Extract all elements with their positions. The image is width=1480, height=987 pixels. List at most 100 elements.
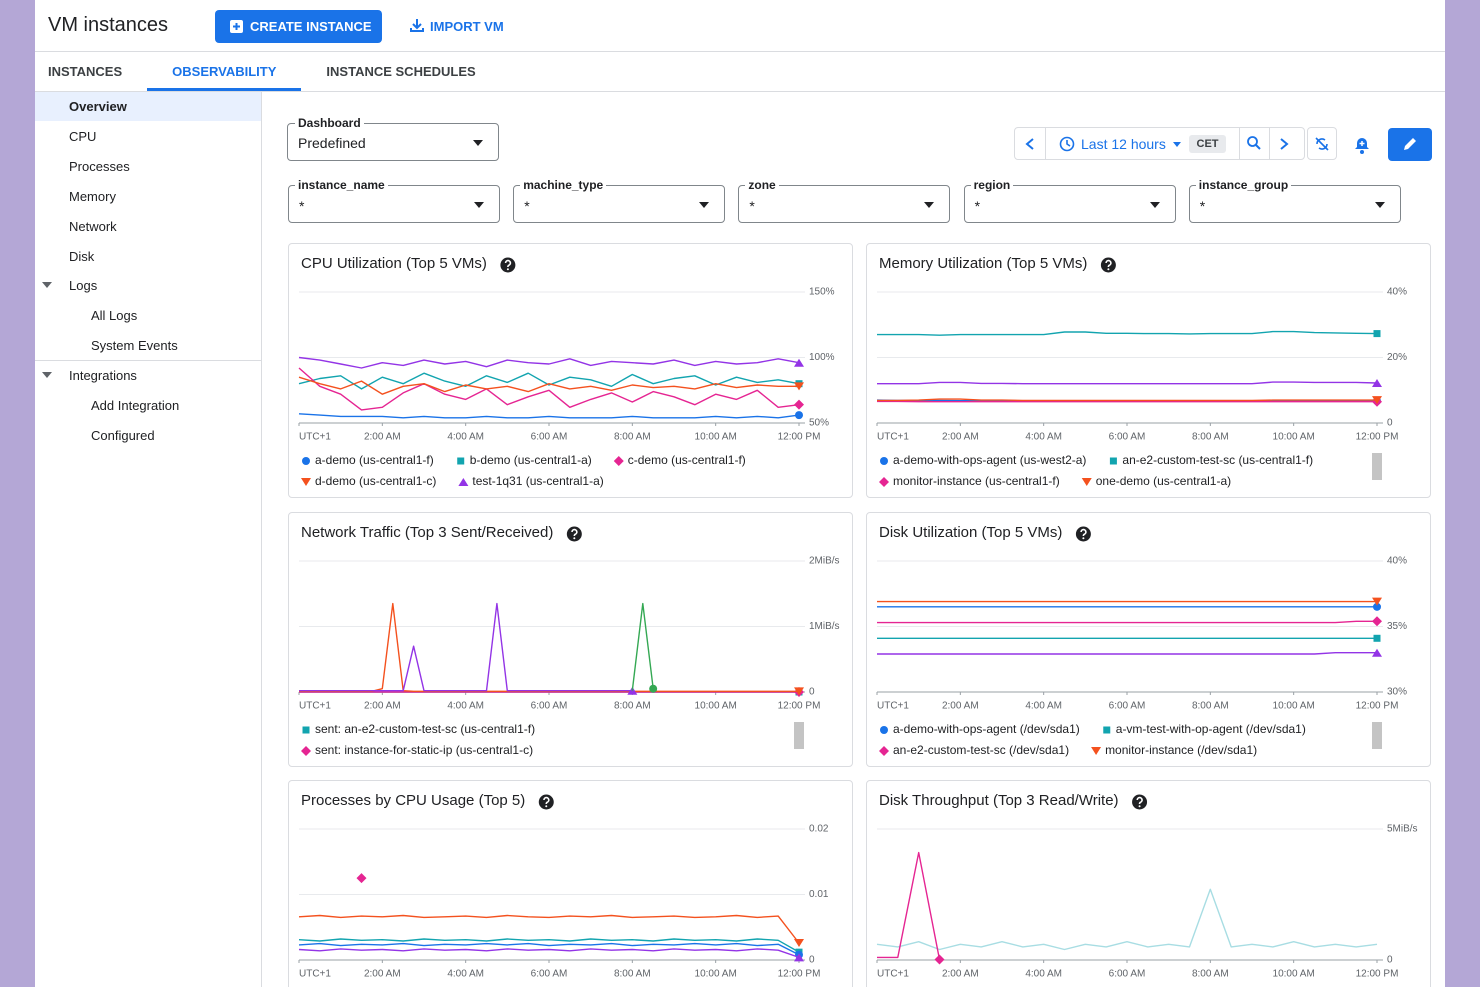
series-line bbox=[877, 620, 1377, 623]
timezone: CET bbox=[1196, 138, 1219, 150]
sidebar-item[interactable]: Memory bbox=[35, 182, 261, 211]
time-range-bar[interactable]: Last 12 hours CET bbox=[1014, 127, 1305, 160]
sidebar-item[interactable]: Disk bbox=[35, 242, 261, 271]
legend-marker bbox=[1081, 478, 1092, 486]
filter-select[interactable]: instance_name * bbox=[288, 178, 500, 223]
tab[interactable]: OBSERVABILITY bbox=[147, 52, 302, 91]
button-label: IMPORT VM bbox=[430, 19, 504, 34]
add-icon bbox=[230, 20, 243, 33]
tab[interactable]: INSTANCE SCHEDULES bbox=[301, 52, 500, 91]
dashboard-select[interactable]: Dashboard Predefined bbox=[287, 116, 499, 161]
chart: Memory Utilization (Top 5 VMs) 0 20% 40% UTC… bbox=[876, 255, 1407, 488]
sidebar-label: Processes bbox=[69, 158, 130, 174]
x-tick-label: 10:00 AM bbox=[695, 432, 737, 443]
x-tick-label: 10:00 AM bbox=[695, 969, 737, 980]
chart-title: Disk Utilization (Top 5 VMs) bbox=[879, 523, 1062, 540]
legend-marker bbox=[1109, 457, 1117, 465]
filter-select[interactable]: machine_type * bbox=[513, 178, 726, 223]
x-tick-label: 12:00 PM bbox=[1356, 432, 1399, 443]
marker bbox=[794, 399, 804, 410]
sidebar-label: Overview bbox=[69, 99, 127, 114]
marker bbox=[1373, 634, 1381, 642]
series-line bbox=[298, 942, 800, 956]
series-line bbox=[298, 376, 799, 395]
chart-card: Memory Utilization (Top 5 VMs) 0 20% 40% UTC… bbox=[866, 243, 1431, 498]
x-tick-label: 6:00 AM bbox=[1109, 969, 1146, 980]
series-line bbox=[877, 381, 1378, 385]
range-caret bbox=[1173, 142, 1181, 147]
series-line bbox=[298, 413, 800, 419]
sidebar-item[interactable]: Integrations bbox=[35, 361, 261, 390]
button-label: CREATE INSTANCE bbox=[250, 19, 372, 34]
filter-value: * bbox=[524, 198, 530, 214]
divider bbox=[1239, 128, 1240, 159]
y-tick-label: 0 bbox=[1387, 955, 1393, 966]
sidebar-item[interactable]: System Events bbox=[35, 331, 261, 360]
expand-caret bbox=[42, 282, 52, 289]
x-tick-label: 12:00 PM bbox=[778, 700, 821, 711]
filter-select[interactable]: region * bbox=[963, 178, 1176, 223]
sidebar-label: Integrations bbox=[69, 368, 137, 384]
create-instance-button[interactable]: CREATE INSTANCE bbox=[215, 10, 382, 43]
x-tick-label: 6:00 AM bbox=[531, 969, 568, 980]
x-tick-label: 2:00 AM bbox=[942, 700, 979, 711]
help-glyph bbox=[1080, 528, 1087, 536]
tab-label: INSTANCES bbox=[48, 64, 123, 79]
x-tick-label: 10:00 AM bbox=[1273, 432, 1315, 443]
marker bbox=[795, 948, 803, 956]
help-circle bbox=[1075, 526, 1091, 541]
sidebar-item[interactable]: Network bbox=[35, 212, 261, 241]
x-tick-label: 2:00 AM bbox=[942, 969, 979, 980]
marker bbox=[1373, 397, 1381, 406]
divider bbox=[35, 51, 1445, 52]
filter-label: zone bbox=[745, 178, 779, 192]
legend-item: c-demo (us-central1-f) bbox=[613, 453, 746, 467]
x-tick-label: 2:00 AM bbox=[364, 969, 401, 980]
edit-button[interactable] bbox=[1388, 128, 1432, 161]
x-tick-label: 10:00 AM bbox=[695, 700, 737, 711]
chart: Processes by CPU Usage (Top 5) 0 0.01 0.02 U… bbox=[298, 792, 829, 980]
series-line bbox=[876, 888, 1378, 951]
legend-marker bbox=[879, 745, 889, 756]
y-tick-label: 100% bbox=[809, 352, 835, 363]
select-caret bbox=[473, 140, 483, 146]
y-tick-label: 35% bbox=[1387, 621, 1407, 632]
sidebar-item[interactable]: Overview bbox=[35, 92, 261, 121]
auto-refresh-toggle[interactable] bbox=[1307, 127, 1337, 160]
y-tick-label: 2MiB/s bbox=[809, 555, 840, 566]
x-tick-label: 4:00 AM bbox=[447, 969, 484, 980]
x-tick-label: 8:00 AM bbox=[1192, 969, 1229, 980]
alert-icon bbox=[1355, 138, 1369, 154]
filter-select[interactable]: zone * bbox=[738, 178, 951, 223]
help-glyph bbox=[571, 528, 578, 536]
sidebar-item[interactable]: Logs bbox=[35, 271, 261, 300]
filter-select[interactable]: instance_group * bbox=[1188, 178, 1401, 223]
sidebar-item[interactable]: CPU bbox=[35, 122, 261, 151]
sidebar-item[interactable]: All Logs bbox=[35, 301, 261, 330]
series-line bbox=[298, 938, 800, 953]
tab-label: OBSERVABILITY bbox=[172, 64, 277, 79]
x-tick-label: 8:00 AM bbox=[614, 432, 651, 443]
series-line bbox=[298, 914, 800, 944]
legend-label: a-vm-test-with-op-agent (/dev/sda1) bbox=[1116, 722, 1306, 736]
console-panel: VM instances CREATE INSTANCE IMPORT VM I… bbox=[35, 0, 1445, 987]
legend-marker bbox=[457, 457, 465, 465]
legend-item: a-demo-with-ops-agent (/dev/sda1) bbox=[880, 722, 1080, 736]
sidebar-item[interactable]: Processes bbox=[35, 152, 261, 181]
legend-marker bbox=[458, 478, 469, 486]
x-tick-label: UTC+1 bbox=[877, 969, 909, 980]
marker bbox=[356, 873, 367, 884]
chart-title: Disk Throughput (Top 3 Read/Write) bbox=[879, 792, 1119, 809]
tab[interactable]: INSTANCES bbox=[35, 52, 147, 91]
x-tick-label: 12:00 PM bbox=[1356, 700, 1399, 711]
x-tick-label: 12:00 PM bbox=[778, 432, 821, 443]
sidebar-label: All Logs bbox=[91, 308, 138, 324]
sidebar-item[interactable]: Add Integration bbox=[35, 391, 261, 420]
marker bbox=[1373, 602, 1381, 611]
marker bbox=[649, 684, 658, 693]
sidebar-item[interactable]: Configured bbox=[35, 421, 261, 450]
y-tick-label: 20% bbox=[1387, 352, 1407, 363]
chart-card: Disk Throughput (Top 3 Read/Write) 0 5MiB/… bbox=[866, 780, 1431, 987]
sidebar-label: Configured bbox=[91, 427, 155, 443]
